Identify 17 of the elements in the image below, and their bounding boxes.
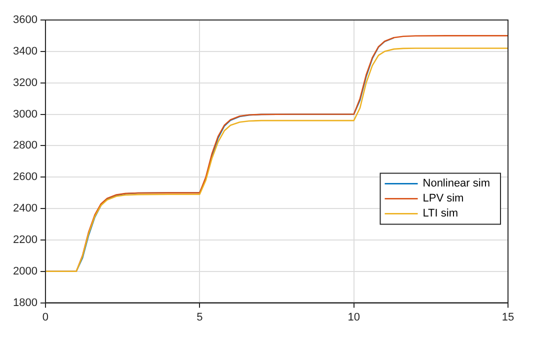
y-tick-label: 3200	[12, 76, 38, 89]
legend-label: LPV sim	[422, 192, 464, 205]
x-tick-label: 15	[502, 311, 514, 324]
y-tick-label: 3000	[12, 108, 38, 120]
x-tick-label: 10	[348, 311, 360, 324]
y-tick-label: 1800	[12, 296, 38, 309]
x-tick-label: 5	[196, 311, 203, 324]
y-tick-label: 2800	[12, 140, 38, 152]
y-tick-label: 2400	[12, 202, 38, 215]
x-tick-label: 0	[42, 311, 49, 324]
legend-label: Nonlinear sim	[422, 178, 490, 190]
legend-label: LTI sim	[422, 208, 458, 220]
y-tick-label: 3600	[12, 14, 38, 26]
y-tick-label: 3400	[12, 45, 38, 58]
y-tick-label: 2600	[12, 171, 38, 184]
y-tick-label: 2000	[12, 265, 38, 278]
y-tick-label: 2200	[12, 234, 38, 246]
